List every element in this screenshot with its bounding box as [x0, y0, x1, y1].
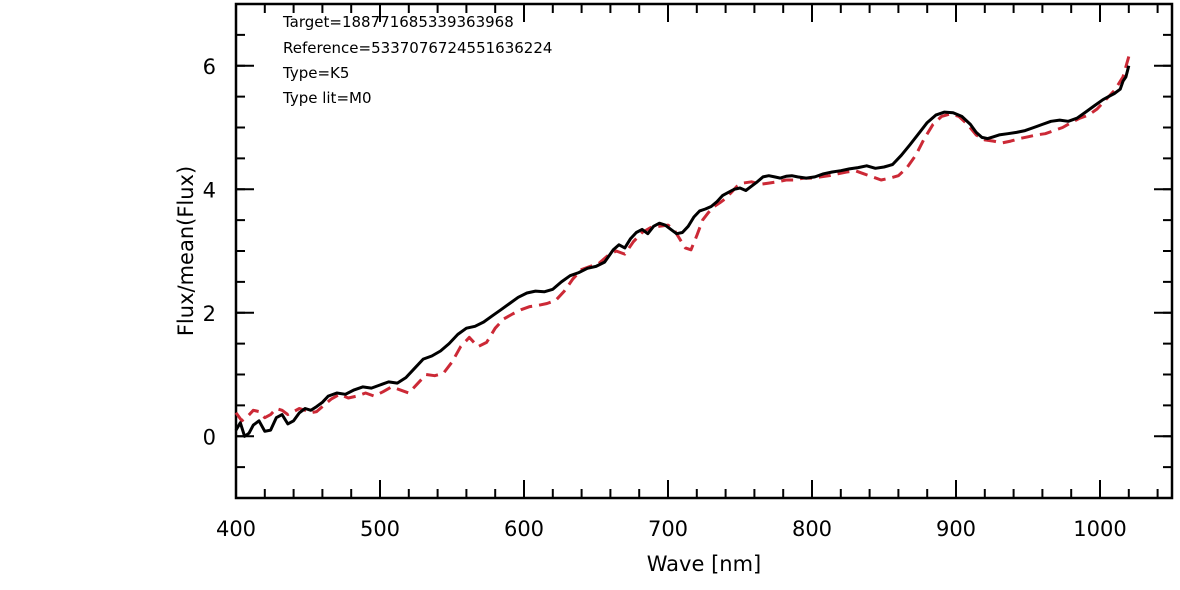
x-tick-label: 900 — [936, 517, 976, 541]
x-tick-label: 1000 — [1073, 517, 1126, 541]
x-axis-label: Wave [nm] — [647, 552, 761, 576]
y-tick-label: 2 — [203, 302, 216, 326]
y-tick-label: 0 — [203, 425, 216, 449]
x-tick-label: 600 — [504, 517, 544, 541]
tick-labels: 400 500 600 700 800 900 1000 0 2 4 6 — [203, 55, 1127, 541]
annotation-target: Target=188771685339363968 — [282, 13, 514, 31]
series-line-target — [234, 65, 1131, 438]
series-line-reference — [234, 56, 1131, 423]
x-tick-label: 400 — [216, 517, 256, 541]
annotation-reference: Reference=5337076724551636224 — [283, 39, 552, 57]
annotation-type-lit: Type lit=M0 — [282, 89, 372, 107]
y-axis-label: Flux/mean(Flux) — [174, 166, 198, 336]
x-tick-label: 700 — [648, 517, 688, 541]
x-tick-label: 500 — [360, 517, 400, 541]
plot-frame — [234, 2, 1174, 500]
x-tick-label: 800 — [792, 517, 832, 541]
annotation-type: Type=K5 — [282, 64, 349, 82]
y-tick-label: 6 — [203, 55, 216, 79]
axis-ticks — [235, 3, 1172, 499]
y-tick-label: 4 — [203, 178, 216, 202]
plot-series — [234, 56, 1131, 438]
